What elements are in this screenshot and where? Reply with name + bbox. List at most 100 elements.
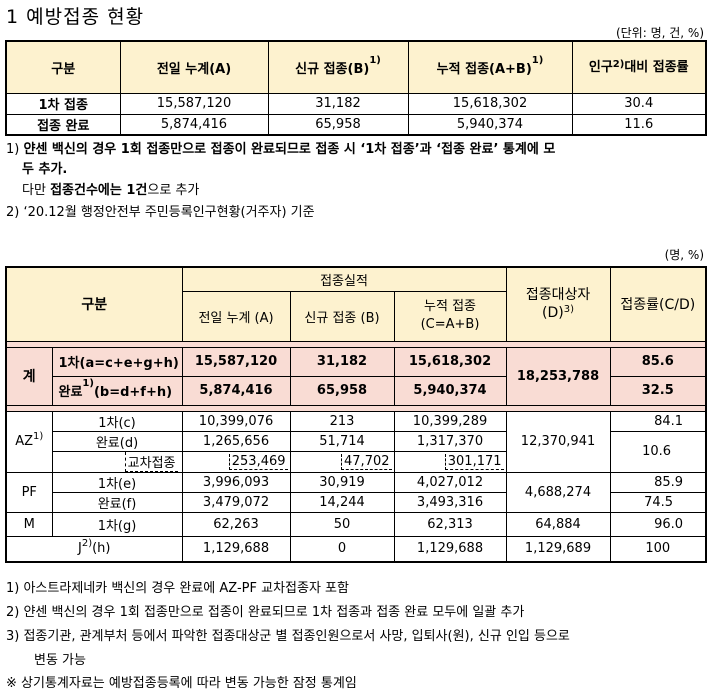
t2-note-3-cont: 변동 가능 [34, 653, 86, 668]
t2-cell: 10,399,076 [181, 410, 291, 432]
table-row: 계 1차(a=c+e+g+h) 15,587,120 31,182 15,618… [5, 346, 707, 406]
t2-note-1: 1) 아스트라제네카 백신의 경우 완료에 AZ-PF 교차접종자 포함 [6, 581, 349, 596]
t2-header-gubun: 구분 [5, 266, 183, 342]
t2-row-label: 완료(d) [51, 430, 183, 452]
t1-cell: 5,940,374 [407, 113, 573, 136]
t1-header-new: 신규 접종(B)1) [267, 40, 409, 94]
t2-row-label: 1차(e) [51, 471, 183, 493]
t2-cell: 74.5 [609, 491, 707, 513]
t2-cell: 50 [289, 511, 395, 537]
t2-pf-target: 4,688,274 [505, 471, 611, 513]
table1-header-row: 구분 전일 누계(A) 신규 접종(B)1) 누적 접종(A+B)1) 인구2)… [5, 40, 707, 94]
t2-cell: 65,958 [289, 375, 395, 406]
t1-cell: 31,182 [267, 92, 409, 115]
t2-az-label: AZ1) [5, 410, 53, 473]
t2-cell: 64,884 [505, 511, 611, 537]
t2-cell: 5,874,416 [181, 375, 291, 406]
t2-m-label: M [5, 511, 53, 537]
t2-cell: 31,182 [289, 346, 395, 377]
table1-unit: (단위: 명, 건, %) [615, 26, 704, 40]
t2-cell: 62,263 [181, 511, 291, 537]
t2-cell: 47,702 [289, 450, 395, 473]
t2-cell: 1,317,370 [393, 430, 507, 452]
t2-cell: 10.6 [609, 430, 707, 473]
t2-header-cum: 누적 접종 (C=A+B) [393, 290, 507, 342]
table-row: PF 1차(e) 3,996,093 30,919 4,027,012 4,68… [5, 471, 707, 513]
table-row: 완료(d) 1,265,656 51,714 1,317,370 10.6 [6, 430, 707, 473]
t2-az-target: 12,370,941 [505, 410, 611, 473]
table-row: 교차접종 253,469 47,702 301,171 [6, 450, 706, 473]
t2-cell: 51,714 [289, 430, 395, 452]
t2-row-label: 1차(g) [51, 511, 183, 537]
t2-cell: 62,313 [393, 511, 507, 537]
table2-unit: (명, %) [664, 248, 704, 262]
t2-header-prev: 전일 누계 (A) [181, 290, 291, 342]
table-row: 1차 접종 15,587,120 31,182 15,618,302 30.4 [5, 92, 707, 115]
t1-cell: 15,618,302 [407, 92, 573, 115]
t2-cell: 15,618,302 [393, 346, 507, 377]
t2-cell: 1,129,689 [505, 535, 611, 563]
t2-pf-label: PF [5, 471, 53, 513]
t1-row-label: 1차 접종 [5, 92, 121, 115]
t2-cell: 253,469 [181, 450, 291, 473]
t2-header-rate: 접종률(C/D) [609, 266, 707, 342]
t1-row-label: 접종 완료 [5, 113, 121, 136]
t2-cell: 301,171 [393, 450, 507, 473]
t2-cell: 100 [609, 535, 707, 563]
t1-note-1-extra: 다만 접종건수에는 1건으로 추가 [22, 183, 200, 198]
t2-total-r2-label: 완료1)(b=d+f+h) [51, 375, 183, 406]
detail-table: 구분 접종실적 접종대상자 (D)3) 접종률(C/D) 전일 누계 (A) 신규… [5, 266, 708, 563]
t1-cell: 30.4 [571, 92, 707, 115]
t1-note-2: 2) ‘20.12월 행정안전부 주민등록인구현황(거주자) 기준 [6, 205, 315, 220]
t2-j-label: J2)(h) [5, 535, 183, 563]
t2-cell: 15,587,120 [181, 346, 291, 377]
table-row: 접종 완료 5,874,416 65,958 5,940,374 11.6 [5, 113, 707, 136]
table-row: AZ1) 1차(c) 10,399,076 213 10,399,289 12,… [5, 410, 707, 473]
t2-cell: 30,919 [289, 471, 395, 493]
summary-table: 구분 전일 누계(A) 신규 접종(B)1) 누적 접종(A+B)1) 인구2)… [5, 40, 707, 136]
t1-note-1: 1) 얀센 백신의 경우 1회 접종만으로 접종이 완료되므로 접종 시 ‘1차… [6, 142, 556, 157]
t2-row-label: 교차접종 [51, 450, 183, 473]
t1-cell: 5,874,416 [119, 113, 269, 136]
t1-note-1-cont: 두 추가. [22, 162, 68, 177]
t2-cell: 96.0 [609, 511, 707, 537]
t2-cell: 3,996,093 [181, 471, 291, 493]
t2-header-perf: 접종실적 [181, 266, 507, 292]
table-row: J2)(h) 1,129,688 0 1,129,688 1,129,689 1… [5, 535, 707, 563]
t2-cell: 85.9 [609, 471, 707, 493]
t2-row-label: 완료(f) [51, 491, 183, 513]
t2-cell: 1,129,688 [393, 535, 507, 563]
t2-cell: 1,129,688 [181, 535, 291, 563]
t2-header-target: 접종대상자 (D)3) [505, 266, 611, 342]
t2-total-label: 계 [5, 346, 53, 406]
t2-total-target: 18,253,788 [505, 346, 611, 406]
t1-cell: 11.6 [571, 113, 707, 136]
t1-header-prev: 전일 누계(A) [119, 40, 269, 94]
t2-cell: 4,027,012 [393, 471, 507, 493]
t2-cell: 84.1 [609, 410, 707, 432]
table-row: M 1차(g) 62,263 50 62,313 64,884 96.0 [5, 511, 707, 537]
t2-cell: 85.6 [609, 346, 707, 377]
t2-note-2: 2) 얀센 백신의 경우 1회 접종만으로 접종이 완료되므로 1차 접종과 접… [6, 605, 525, 620]
t1-header-gubun: 구분 [5, 40, 121, 94]
page-title: 1 예방접종 현황 [6, 6, 145, 28]
t2-cell: 3,479,072 [181, 491, 291, 513]
t2-cell: 0 [289, 535, 395, 563]
t2-cell: 1,265,656 [181, 430, 291, 452]
t2-cell: 14,244 [289, 491, 395, 513]
t2-cell: 5,940,374 [393, 375, 507, 406]
t2-cell: 213 [289, 410, 395, 432]
t2-total-r1-label: 1차(a=c+e+g+h) [51, 346, 183, 377]
t1-header-cum: 누적 접종(A+B)1) [407, 40, 573, 94]
t2-note-3: 3) 접종기관, 관계부처 등에서 파악한 접종대상군 별 접종인원으로서 사망… [6, 629, 570, 644]
t2-header-new: 신규 접종 (B) [289, 290, 395, 342]
table-row: 완료(f) 3,479,072 14,244 3,493,316 74.5 [6, 491, 707, 513]
t2-row-label: 1차(c) [51, 410, 183, 432]
t1-header-rate: 인구2)대비 접종률 [571, 40, 707, 94]
t1-cell: 65,958 [267, 113, 409, 136]
t2-cell: 3,493,316 [393, 491, 507, 513]
t2-cell: 10,399,289 [393, 410, 507, 432]
t2-cell: 32.5 [609, 375, 707, 406]
t2-note-4: ※ 상기통계자료는 예방접종등록에 따라 변동 가능한 잠정 통계임 [6, 676, 357, 691]
t1-cell: 15,587,120 [119, 92, 269, 115]
